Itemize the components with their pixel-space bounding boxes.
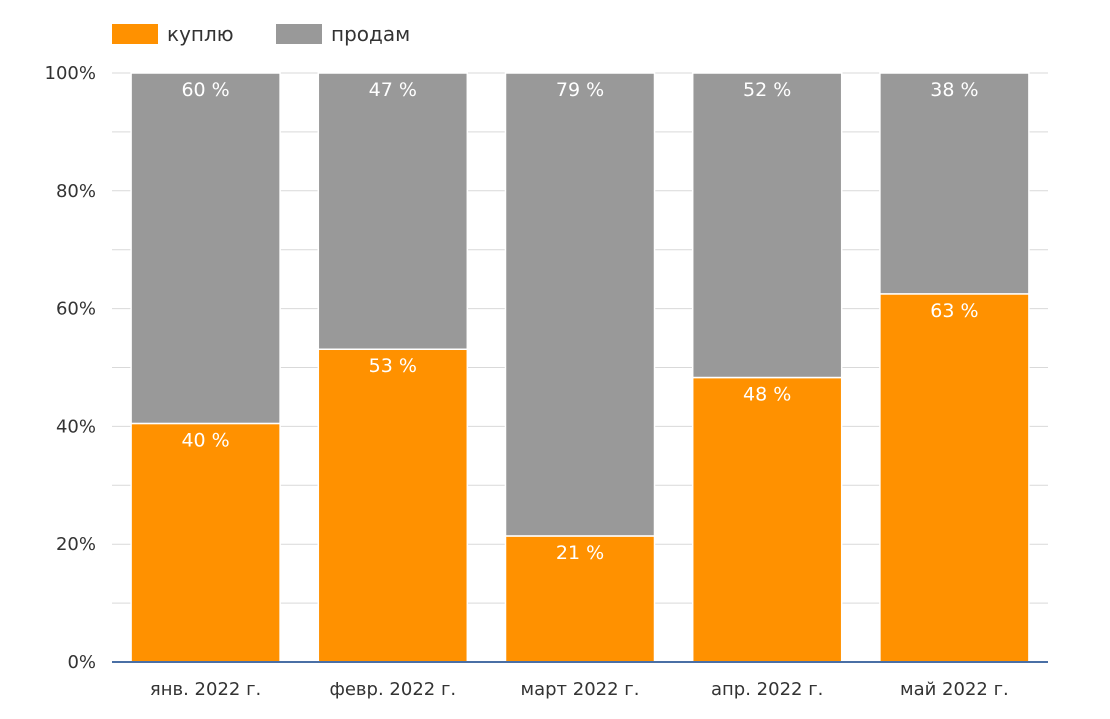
bar-buy <box>879 293 1030 663</box>
data-label: 79 % <box>556 79 604 101</box>
data-label: 52 % <box>743 79 791 101</box>
data-label: 53 % <box>369 355 417 377</box>
legend-label: куплю <box>167 22 234 46</box>
data-label: 47 % <box>369 79 417 101</box>
data-label: 60 % <box>181 79 229 101</box>
x-tick-label: март 2022 г. <box>521 679 640 700</box>
x-tick-label: янв. 2022 г. <box>150 679 261 700</box>
bar-sell <box>879 72 1030 295</box>
y-tick-label: 80% <box>56 181 96 202</box>
y-axis: 0% 20% 40% 60% 80% 100% <box>45 63 96 673</box>
bar-sell <box>691 72 843 379</box>
bar-buy <box>130 422 281 663</box>
data-label: 38 % <box>930 79 978 101</box>
data-label: 21 % <box>556 542 604 564</box>
data-label: 48 % <box>743 384 791 406</box>
x-tick-label: май 2022 г. <box>900 679 1009 700</box>
x-tick-label: февр. 2022 г. <box>329 679 456 700</box>
legend-swatch <box>276 24 322 44</box>
bar-buy <box>317 348 469 663</box>
y-tick-label: 100% <box>45 63 96 84</box>
y-tick-label: 20% <box>56 534 96 555</box>
y-tick-label: 60% <box>56 299 96 320</box>
legend: куплю продам <box>112 22 410 46</box>
x-axis: янв. 2022 г. февр. 2022 г. март 2022 г. апр… <box>112 661 1048 700</box>
legend-label: продам <box>331 22 410 46</box>
bar-sell <box>317 72 469 350</box>
data-label: 63 % <box>930 300 978 322</box>
legend-swatch <box>112 24 158 44</box>
bar-buy <box>691 376 843 663</box>
bars: 40 % 60 % 53 % 47 % 21 % 79 % 48 % 52 % 63 % 38 % <box>130 72 1030 663</box>
bar-sell <box>130 72 281 425</box>
data-label: 40 % <box>181 429 229 451</box>
bar-sell <box>504 72 656 537</box>
x-tick-label: апр. 2022 г. <box>711 679 823 700</box>
y-tick-label: 0% <box>67 652 96 673</box>
y-tick-label: 40% <box>56 416 96 437</box>
